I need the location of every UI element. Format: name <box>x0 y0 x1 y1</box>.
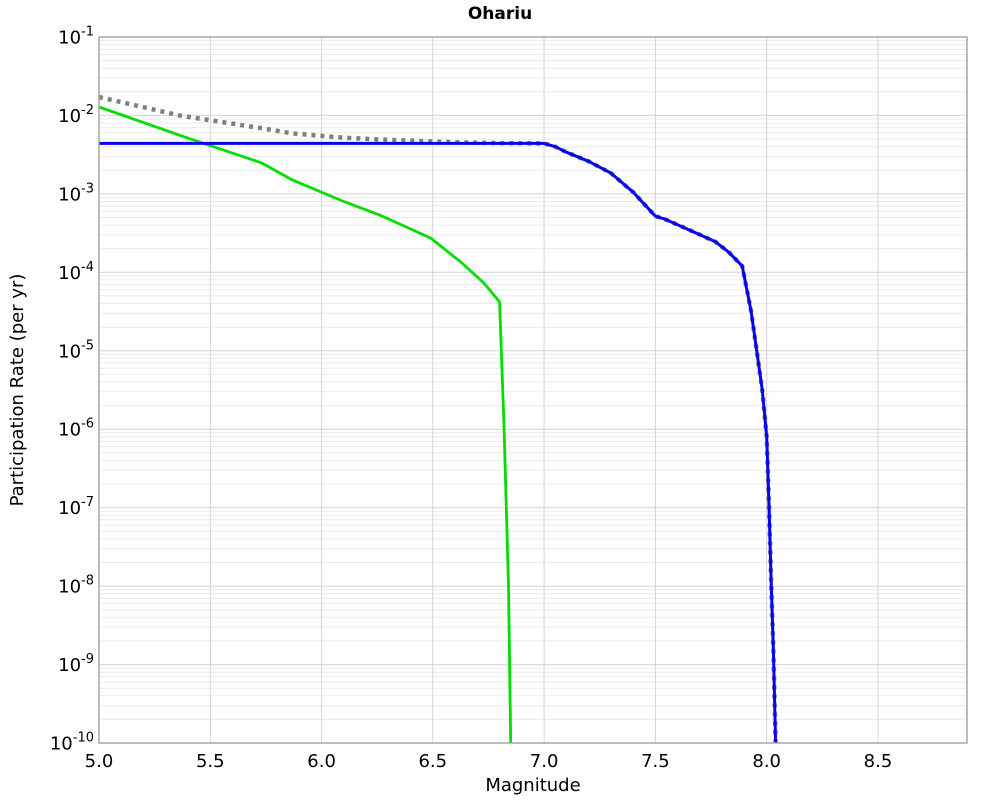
x-tick-label: 8.5 <box>864 751 893 772</box>
x-tick-label: 8.0 <box>752 751 781 772</box>
x-tick-label: 7.0 <box>530 751 559 772</box>
minor-gridlines <box>99 40 967 720</box>
y-tick-label: 10-9 <box>58 652 94 676</box>
x-tick-label: 6.5 <box>418 751 447 772</box>
plot-border <box>98 36 968 744</box>
curve-blue-participation-curve <box>99 141 778 744</box>
y-tick-label: 10-6 <box>58 417 94 441</box>
x-tick-label: 6.0 <box>307 751 336 772</box>
y-axis-title: Participation Rate (per yr) <box>7 274 28 507</box>
x-axis-title: Magnitude <box>485 775 580 796</box>
x-tick-label: 7.5 <box>641 751 670 772</box>
major-gridlines <box>99 37 967 743</box>
x-axis-tick-labels: 5.0 5.5 6.0 6.5 7.0 7.5 8.0 8.5 <box>85 751 893 772</box>
x-tick-label: 5.0 <box>85 751 114 772</box>
x-tick-label: 5.5 <box>196 751 225 772</box>
y-tick-label: 10-2 <box>58 103 94 127</box>
y-tick-label: 10-5 <box>58 338 94 362</box>
curve-green-participation-curve <box>98 105 513 744</box>
y-tick-label: 10-8 <box>58 574 94 598</box>
chart-title: Ohariu <box>467 4 533 24</box>
y-tick-label: 10-3 <box>58 181 94 205</box>
y-tick-label: 10-1 <box>58 25 94 49</box>
y-tick-label: 10-7 <box>58 495 94 519</box>
y-axis-tick-labels: 10-110-210-310-410-510-610-710-810-910-1… <box>50 25 94 755</box>
y-tick-label: 10-4 <box>58 260 94 284</box>
